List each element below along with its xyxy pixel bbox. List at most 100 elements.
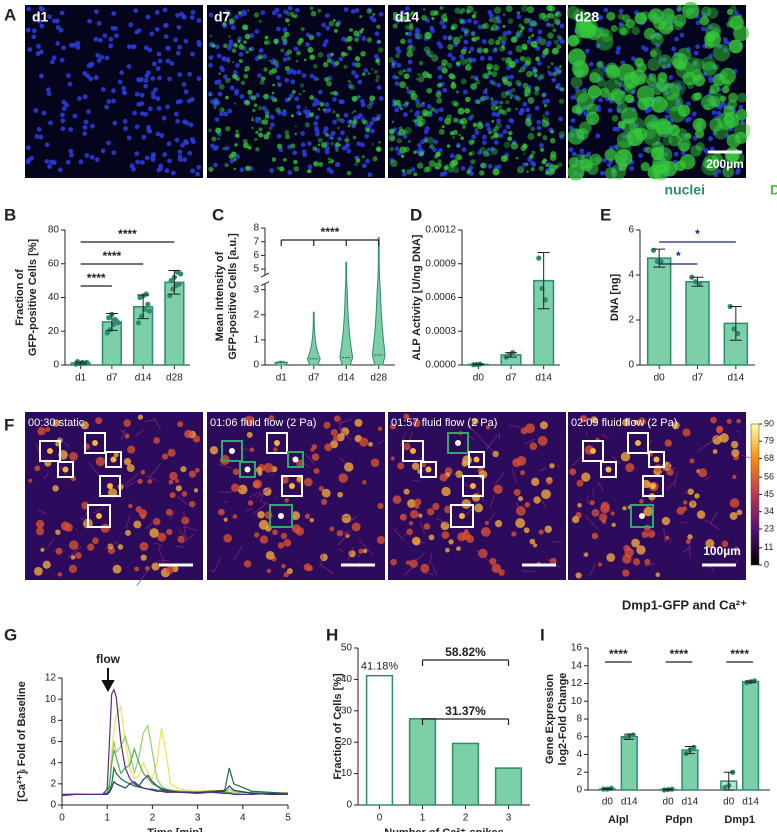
cell xyxy=(336,530,344,537)
dmp1-signal xyxy=(268,59,271,62)
dmp1-signal xyxy=(276,166,281,170)
dmp1-signal xyxy=(555,85,559,89)
dmp1-signal xyxy=(546,13,551,18)
dmp1-signal xyxy=(335,113,340,118)
nucleus xyxy=(450,56,456,62)
y-tick-label: 6 xyxy=(253,250,259,261)
dmp1-signal xyxy=(520,4,529,13)
process xyxy=(320,564,334,575)
dmp1-signal xyxy=(491,119,495,123)
cell xyxy=(610,511,615,516)
process xyxy=(126,479,139,488)
dmp1-signal xyxy=(502,13,506,17)
cell xyxy=(689,458,695,464)
dmp1-signal xyxy=(459,35,463,39)
cell xyxy=(712,435,722,445)
nucleus xyxy=(369,15,375,21)
dmp1-signal xyxy=(515,30,523,38)
nucleus xyxy=(167,158,172,164)
dmp1-signal xyxy=(554,12,559,17)
cell xyxy=(193,435,201,443)
nucleus xyxy=(489,79,494,85)
annotation: flow xyxy=(96,652,121,666)
dmp1-signal xyxy=(542,114,545,118)
nucleus xyxy=(156,51,162,57)
nucleus xyxy=(641,45,646,51)
error-bar xyxy=(729,306,742,341)
significance-label: **** xyxy=(730,647,749,661)
dmp1-signal xyxy=(709,117,724,132)
dmp1-signal xyxy=(460,48,467,55)
cell xyxy=(55,547,63,555)
significance-label: **** xyxy=(670,647,689,661)
process xyxy=(465,508,473,516)
nucleus xyxy=(595,133,601,139)
dmp1-signal xyxy=(560,87,565,92)
x-tick-label: d1 xyxy=(276,373,288,384)
process xyxy=(357,555,361,558)
nucleus xyxy=(59,10,65,16)
process xyxy=(153,417,162,431)
nucleus xyxy=(407,31,413,37)
dmp1-signal xyxy=(547,70,550,73)
nucleus xyxy=(126,44,132,50)
nucleus xyxy=(128,22,134,28)
cell xyxy=(263,462,274,473)
nucleus xyxy=(588,61,594,67)
y-tick-label: 2 xyxy=(50,778,56,789)
nucleus xyxy=(414,32,420,38)
cell xyxy=(338,473,349,483)
dmp1-signal xyxy=(396,138,402,144)
cell xyxy=(324,443,333,452)
nucleus xyxy=(183,89,189,95)
nucleus xyxy=(174,137,180,143)
nucleus xyxy=(498,133,504,138)
y-axis-label: Fraction of xyxy=(14,269,26,326)
violin xyxy=(371,237,386,366)
cell xyxy=(463,529,469,534)
error-bar xyxy=(137,294,150,320)
dmp1-signal xyxy=(468,152,473,156)
nucleus xyxy=(93,75,99,80)
bar xyxy=(365,674,394,806)
nucleus xyxy=(721,102,726,108)
process xyxy=(125,514,131,529)
dmp1-signal xyxy=(257,54,263,60)
cell xyxy=(272,529,278,536)
data-point xyxy=(145,301,151,307)
nucleus xyxy=(537,29,543,35)
nucleus xyxy=(237,36,242,42)
nucleus xyxy=(517,82,522,87)
roi-box xyxy=(630,504,654,528)
cell xyxy=(682,428,691,437)
dmp1-signal xyxy=(271,91,275,95)
dmp1-signal xyxy=(487,70,492,76)
dmp1-signal xyxy=(353,110,357,113)
dmp1-signal xyxy=(298,112,302,116)
dmp1-signal xyxy=(458,133,462,137)
process xyxy=(274,496,277,499)
roi-box xyxy=(57,461,74,478)
dmp1-signal xyxy=(660,161,672,172)
nucleus xyxy=(40,7,45,12)
dmp1-signal xyxy=(515,45,523,53)
dmp1-signal xyxy=(493,133,499,138)
dmp1-signal xyxy=(553,39,559,45)
dmp1-signal xyxy=(302,90,306,93)
nucleus xyxy=(314,115,320,120)
cell xyxy=(36,527,45,536)
cell xyxy=(370,458,380,467)
nucleus xyxy=(75,44,81,50)
process xyxy=(270,472,274,477)
nucleus xyxy=(341,145,347,151)
nucleus xyxy=(96,58,102,63)
dmp1-signal xyxy=(454,7,461,14)
image-label: d1 xyxy=(32,9,49,25)
nucleus xyxy=(442,87,448,93)
cell-bright xyxy=(62,466,69,473)
cell xyxy=(591,532,599,540)
dmp1-signal xyxy=(558,98,565,104)
dmp1-signal xyxy=(422,7,426,11)
nucleus xyxy=(143,78,149,83)
dmp1-signal xyxy=(337,126,340,130)
